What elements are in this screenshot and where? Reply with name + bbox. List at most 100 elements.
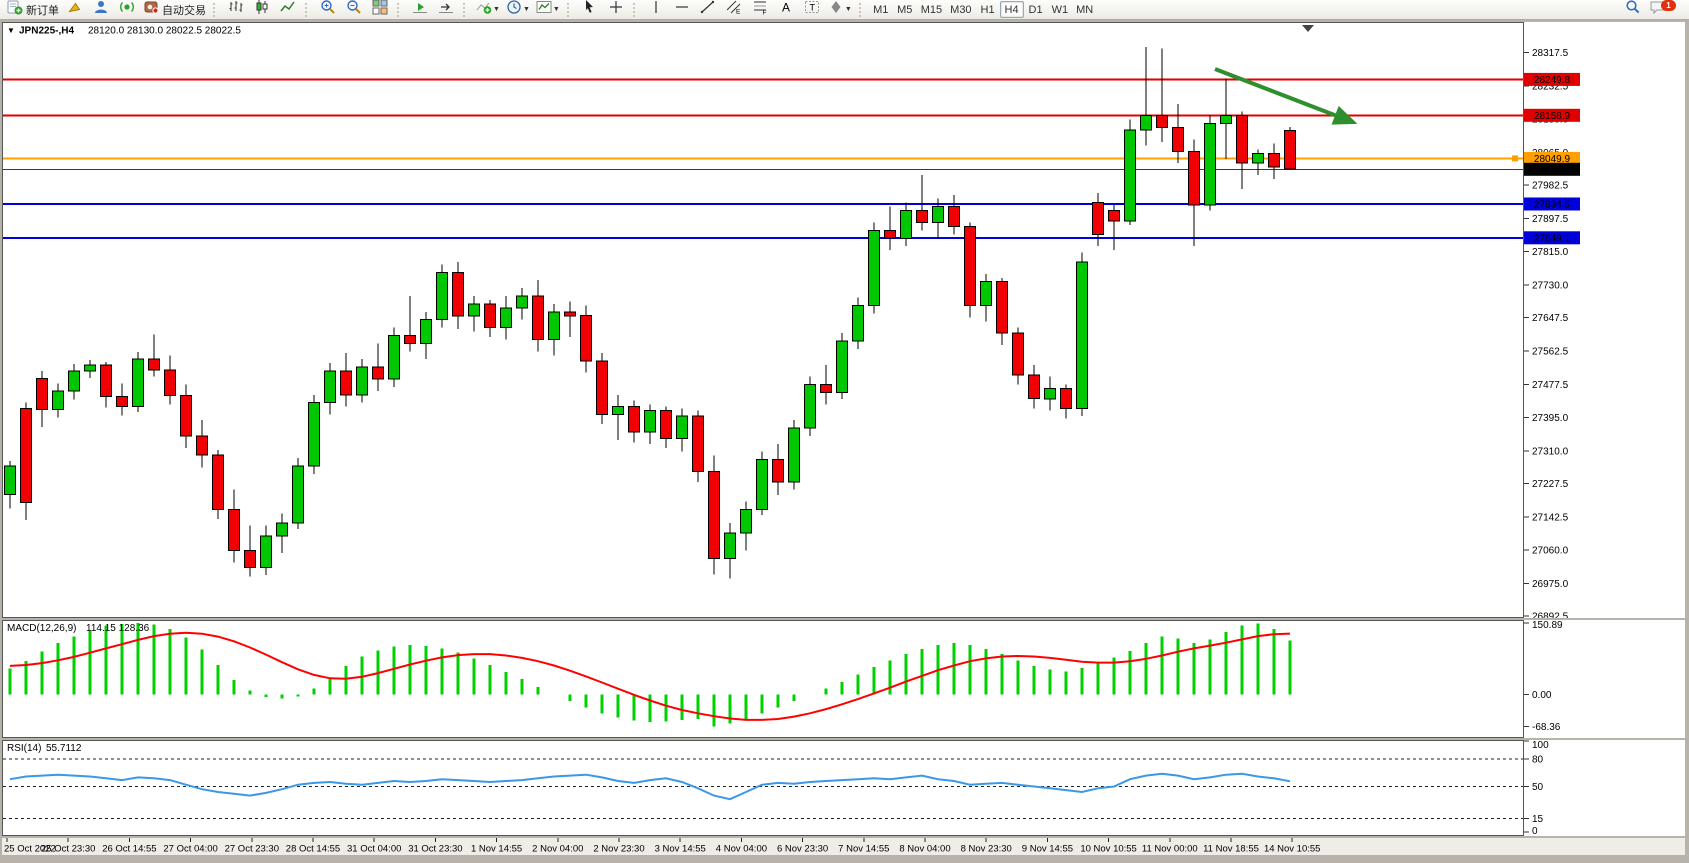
channel-button[interactable]: E <box>721 0 747 20</box>
candle <box>532 295 544 340</box>
auto-trading-label: 自动交易 <box>162 4 206 17</box>
macd-pane[interactable]: 150.89 0.00 -68.36 MACD(12,26,9) 114.15 12… <box>2 620 1685 738</box>
toolbar-separator <box>213 2 219 17</box>
zoom-in-icon <box>320 0 336 20</box>
time-label: 3 Nov 14:55 <box>655 844 706 855</box>
accounts-button[interactable] <box>88 0 114 20</box>
candle <box>644 410 656 433</box>
rsi-plot-background <box>2 740 1524 836</box>
candle <box>836 340 848 393</box>
chart-shift-icon <box>438 0 454 20</box>
candle <box>564 311 576 317</box>
candle <box>580 315 592 362</box>
trend-arrow[interactable] <box>1214 67 1358 125</box>
time-label: 25 Oct 2022 <box>4 844 56 855</box>
candle <box>372 366 384 380</box>
candle <box>196 435 208 456</box>
search-button[interactable] <box>1620 0 1646 20</box>
zoom-out-icon <box>346 0 362 20</box>
macd-signal-line <box>9 631 1291 721</box>
auto-scroll-button[interactable] <box>407 0 433 20</box>
rsi-line <box>9 772 1291 801</box>
price-line-label: 28049.9 <box>1524 151 1580 165</box>
candle <box>212 454 224 510</box>
candle <box>772 459 784 483</box>
template-caret: ▼ <box>552 6 560 13</box>
macd-axis-background <box>1524 620 1685 738</box>
toolbar-separator <box>305 2 311 17</box>
price-tick-label: 27730.0 <box>1532 280 1569 291</box>
line-chart-icon <box>280 0 296 20</box>
add-indicator-button[interactable]: ▼ <box>473 0 503 20</box>
arrows-button[interactable]: ▼ <box>825 0 855 20</box>
timeframe-h4[interactable]: H4 <box>999 1 1024 18</box>
candle <box>948 206 960 227</box>
main-chart-pane[interactable]: 28317.528232.528150.028065.027982.527897… <box>2 22 1685 618</box>
chart-shift-button[interactable] <box>433 0 459 20</box>
price-tick-label: 27310.0 <box>1532 447 1569 458</box>
time-label: 1 Nov 14:55 <box>471 844 522 855</box>
candle <box>1284 130 1296 170</box>
template-button[interactable]: ▼ <box>533 0 563 20</box>
clock-icon <box>506 0 522 20</box>
price-line-marker[interactable] <box>1512 155 1518 162</box>
price-tick-label: 26975.0 <box>1532 579 1569 590</box>
candle <box>1172 127 1184 152</box>
candle <box>260 535 272 569</box>
svg-text:28049.9: 28049.9 <box>1534 154 1571 165</box>
timeframe-m30[interactable]: M30 <box>946 1 975 18</box>
candle <box>980 281 992 306</box>
add-indicator-caret: ▼ <box>493 6 500 13</box>
chat-button[interactable]: 1 <box>1646 0 1683 20</box>
chart-menu-caret[interactable]: ▼ <box>7 26 15 35</box>
vertical-line-button[interactable] <box>643 0 669 20</box>
tile-windows-button[interactable] <box>367 0 393 20</box>
candle <box>4 465 16 495</box>
timeframe-m15[interactable]: M15 <box>917 1 946 18</box>
timeframe-mn[interactable]: MN <box>1072 1 1097 18</box>
candle <box>932 206 944 223</box>
horn-icon <box>67 0 83 20</box>
signal-icon <box>119 0 135 20</box>
line-chart-button[interactable] <box>275 0 301 20</box>
time-label: 25 Oct 23:30 <box>41 844 95 855</box>
cursor-button[interactable] <box>577 0 603 20</box>
auto-scroll-icon <box>412 0 428 20</box>
candle <box>1236 115 1248 164</box>
text-label-button[interactable]: T <box>799 0 825 20</box>
trendline-button[interactable] <box>695 0 721 20</box>
signals-button[interactable] <box>114 0 140 20</box>
arrows-caret: ▼ <box>844 6 852 13</box>
timeframe-m1[interactable]: M1 <box>869 1 893 18</box>
candlestick-chart-button[interactable] <box>249 0 275 20</box>
zoom-in-button[interactable] <box>315 0 341 20</box>
toolbar-separator <box>632 2 639 17</box>
chart-shift-marker[interactable] <box>1302 25 1314 32</box>
timeframe-m5[interactable]: M5 <box>893 1 917 18</box>
chart-header-symbol: JPN225-,H4 <box>19 26 74 37</box>
market-watch-button[interactable] <box>62 0 88 20</box>
zoom-out-button[interactable] <box>341 0 367 20</box>
horizontal-line-button[interactable] <box>669 0 695 20</box>
new-order-button[interactable]: 新订单 <box>4 0 62 20</box>
timeframe-d1[interactable]: D1 <box>1024 1 1048 18</box>
time-axis-background <box>2 838 1685 855</box>
candle <box>820 384 832 393</box>
template-icon <box>536 0 552 20</box>
timeframe-h1[interactable]: H1 <box>976 1 1000 18</box>
auto-trading-button[interactable]: 自动交易 <box>140 0 209 20</box>
timeframe-w1[interactable]: W1 <box>1048 1 1073 18</box>
crosshair-button[interactable] <box>603 0 629 20</box>
rsi-pane[interactable]: 100 80 50 150 RSI(14) 55.7112 <box>2 740 1685 836</box>
text-label-icon: T <box>804 0 820 20</box>
fibonacci-button[interactable]: F <box>747 0 773 20</box>
candlesticks <box>4 46 1296 579</box>
bar-chart-button[interactable] <box>223 0 249 20</box>
text-button[interactable]: A <box>773 0 799 20</box>
time-label: 31 Oct 23:30 <box>408 844 462 855</box>
svg-text:A: A <box>782 1 790 15</box>
candlestick-icon <box>254 0 270 20</box>
new-order-icon <box>7 0 23 20</box>
period-button[interactable]: ▼ <box>503 0 533 20</box>
